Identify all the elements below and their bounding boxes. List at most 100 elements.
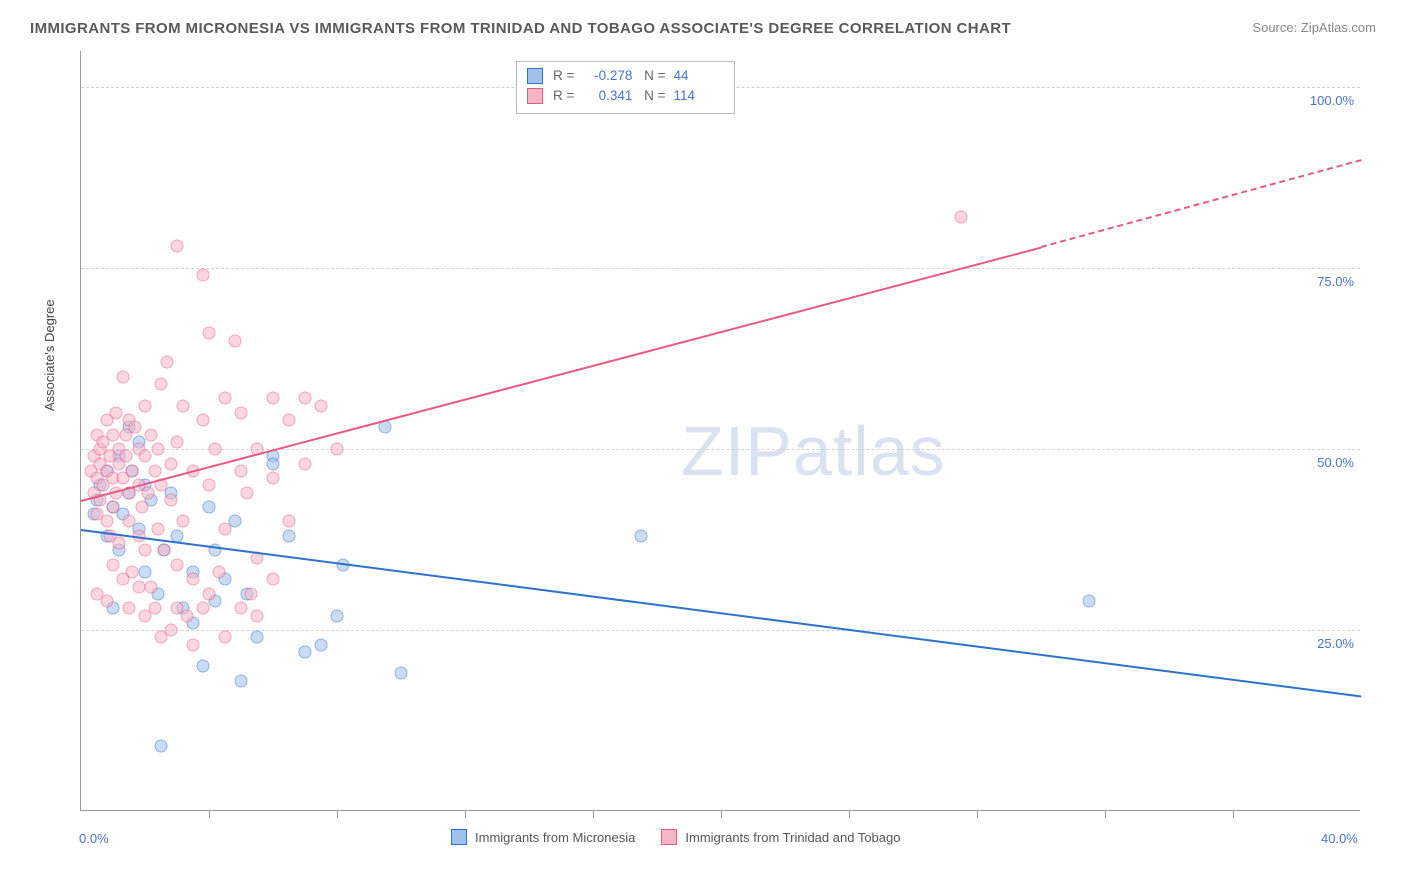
scatter-point-trinidad — [139, 399, 152, 412]
scatter-point-trinidad — [299, 457, 312, 470]
swatch-icon — [661, 829, 677, 845]
x-tick — [337, 810, 338, 818]
scatter-point-trinidad — [171, 435, 184, 448]
scatter-point-trinidad — [331, 443, 344, 456]
swatch-icon — [527, 88, 543, 104]
scatter-point-trinidad — [219, 392, 232, 405]
scatter-point-trinidad — [129, 421, 142, 434]
swatch-icon — [451, 829, 467, 845]
scatter-point-trinidad — [158, 544, 171, 557]
scatter-point-trinidad — [171, 558, 184, 571]
scatter-point-trinidad — [126, 464, 139, 477]
plot-area: ZIPatlas 25.0%50.0%75.0%100.0%0.0%40.0%R… — [80, 51, 1360, 811]
scatter-point-trinidad — [161, 356, 174, 369]
scatter-point-trinidad — [180, 609, 193, 622]
scatter-point-micronesia — [1083, 595, 1096, 608]
scatter-point-trinidad — [113, 537, 126, 550]
scatter-point-trinidad — [267, 472, 280, 485]
scatter-point-micronesia — [331, 609, 344, 622]
scatter-point-trinidad — [209, 443, 222, 456]
y-tick-label: 100.0% — [1310, 93, 1354, 108]
y-axis-title: Associate's Degree — [42, 299, 57, 411]
scatter-point-trinidad — [164, 493, 177, 506]
scatter-point-trinidad — [100, 595, 113, 608]
scatter-point-trinidad — [203, 327, 216, 340]
x-tick — [721, 810, 722, 818]
scatter-point-trinidad — [235, 602, 248, 615]
legend-item-micronesia: Immigrants from Micronesia — [451, 829, 635, 845]
scatter-point-micronesia — [251, 631, 264, 644]
x-tick — [1233, 810, 1234, 818]
chart-title: IMMIGRANTS FROM MICRONESIA VS IMMIGRANTS… — [30, 20, 1011, 37]
source-attribution: Source: ZipAtlas.com — [1252, 20, 1376, 35]
scatter-point-trinidad — [164, 457, 177, 470]
scatter-point-trinidad — [107, 428, 120, 441]
scatter-point-micronesia — [299, 645, 312, 658]
scatter-point-trinidad — [107, 558, 120, 571]
scatter-point-trinidad — [151, 522, 164, 535]
scatter-point-trinidad — [177, 515, 190, 528]
scatter-point-trinidad — [123, 515, 136, 528]
y-tick-label: 25.0% — [1317, 636, 1354, 651]
scatter-point-trinidad — [315, 399, 328, 412]
legend-label: Immigrants from Trinidad and Tobago — [685, 830, 900, 845]
scatter-point-micronesia — [139, 566, 152, 579]
scatter-point-trinidad — [155, 377, 168, 390]
scatter-point-trinidad — [139, 544, 152, 557]
x-tick — [1105, 810, 1106, 818]
x-tick — [977, 810, 978, 818]
x-tick-label: 0.0% — [79, 831, 109, 846]
y-tick-label: 75.0% — [1317, 274, 1354, 289]
trend-line — [81, 529, 1361, 697]
scatter-point-micronesia — [283, 529, 296, 542]
scatter-point-trinidad — [177, 399, 190, 412]
x-tick — [849, 810, 850, 818]
scatter-point-trinidad — [187, 638, 200, 651]
scatter-point-micronesia — [395, 667, 408, 680]
scatter-point-trinidad — [132, 580, 145, 593]
scatter-point-trinidad — [116, 573, 129, 586]
r-value: 0.341 — [582, 86, 632, 106]
scatter-point-trinidad — [235, 464, 248, 477]
n-label: N = — [640, 86, 665, 106]
scatter-point-trinidad — [145, 428, 158, 441]
bottom-legend: Immigrants from Micronesia Immigrants fro… — [451, 829, 900, 845]
scatter-point-micronesia — [635, 529, 648, 542]
r-value: -0.278 — [582, 66, 632, 86]
scatter-point-trinidad — [235, 406, 248, 419]
legend-label: Immigrants from Micronesia — [475, 830, 635, 845]
n-value: 44 — [674, 66, 724, 86]
scatter-point-trinidad — [203, 479, 216, 492]
y-tick-label: 50.0% — [1317, 455, 1354, 470]
x-tick — [465, 810, 466, 818]
scatter-point-micronesia — [315, 638, 328, 651]
stats-row-micronesia: R =-0.278 N =44 — [527, 66, 724, 86]
scatter-point-micronesia — [267, 457, 280, 470]
scatter-point-trinidad — [107, 501, 120, 514]
scatter-point-trinidad — [145, 580, 158, 593]
scatter-point-trinidad — [171, 240, 184, 253]
scatter-point-trinidad — [212, 566, 225, 579]
x-tick — [209, 810, 210, 818]
source-link[interactable]: ZipAtlas.com — [1301, 20, 1376, 35]
scatter-point-trinidad — [219, 631, 232, 644]
scatter-point-trinidad — [151, 443, 164, 456]
scatter-point-trinidad — [267, 392, 280, 405]
scatter-point-micronesia — [235, 674, 248, 687]
scatter-point-trinidad — [100, 515, 113, 528]
scatter-point-micronesia — [155, 739, 168, 752]
scatter-point-trinidad — [244, 587, 257, 600]
n-label: N = — [640, 66, 665, 86]
scatter-point-trinidad — [116, 370, 129, 383]
scatter-point-trinidad — [267, 573, 280, 586]
scatter-point-trinidad — [135, 501, 148, 514]
scatter-point-trinidad — [283, 515, 296, 528]
scatter-point-trinidad — [196, 602, 209, 615]
scatter-point-trinidad — [148, 602, 161, 615]
watermark: ZIPatlas — [681, 411, 946, 491]
scatter-point-trinidad — [219, 522, 232, 535]
scatter-point-trinidad — [142, 486, 155, 499]
scatter-point-trinidad — [123, 602, 136, 615]
scatter-point-trinidad — [187, 573, 200, 586]
scatter-point-trinidad — [110, 406, 123, 419]
